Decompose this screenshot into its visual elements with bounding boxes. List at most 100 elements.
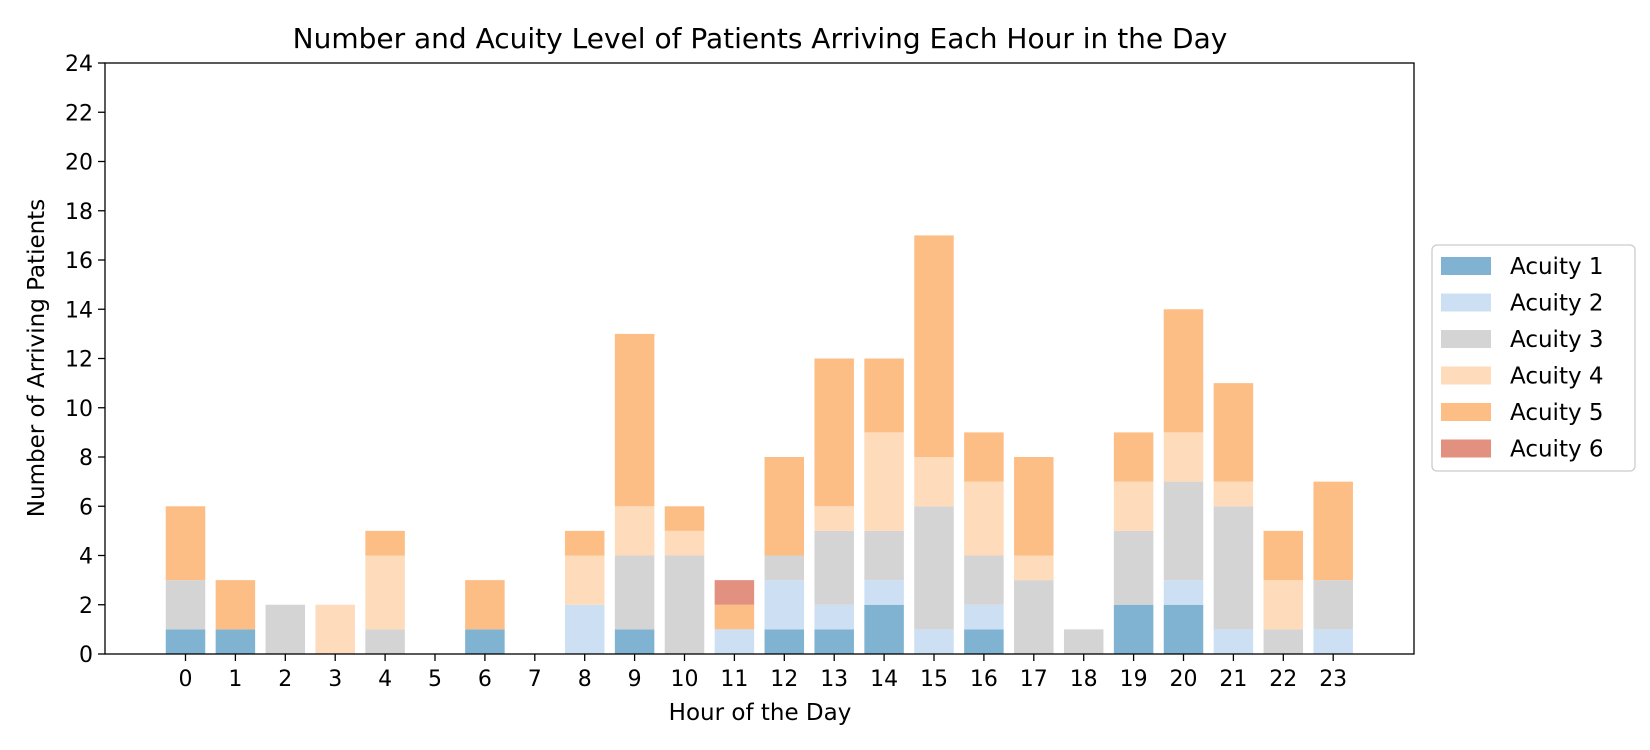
legend-label-acuity-2: Acuity 2 (1510, 291, 1604, 317)
bar-hour-0-acuity-3 (165, 580, 206, 630)
bar-hour-14-acuity-4 (864, 432, 904, 531)
x-tick-label: 21 (1219, 667, 1247, 692)
legend-swatch-acuity-6 (1441, 439, 1491, 458)
x-tick-label: 19 (1120, 667, 1148, 692)
y-tick-label: 18 (65, 200, 93, 225)
bar-hour-17-acuity-4 (1014, 555, 1054, 581)
bar-hour-20-acuity-4 (1163, 432, 1204, 482)
bar-hour-9-acuity-4 (614, 506, 655, 556)
legend-label-acuity-3: Acuity 3 (1510, 327, 1604, 353)
bar-hour-21-acuity-5 (1213, 383, 1254, 482)
x-tick-label: 14 (870, 667, 898, 692)
bar-hour-19-acuity-3 (1113, 530, 1154, 605)
x-tick-label: 12 (770, 667, 798, 692)
bar-hour-20-acuity-2 (1163, 580, 1204, 605)
bar-hour-16-acuity-2 (964, 604, 1004, 630)
x-tick-label: 15 (920, 667, 948, 692)
bar-hour-4-acuity-4 (365, 555, 405, 630)
bar-hour-4-acuity-5 (365, 530, 405, 556)
bar-hour-15-acuity-2 (914, 629, 954, 655)
bar-hour-23-acuity-5 (1313, 481, 1353, 581)
y-tick-label: 24 (65, 52, 93, 77)
bar-hour-16-acuity-1 (964, 629, 1004, 655)
y-tick-label: 22 (65, 101, 93, 126)
y-tick-label: 20 (65, 151, 93, 176)
bar-hour-20-acuity-3 (1163, 481, 1204, 581)
bar-hour-15-acuity-5 (914, 235, 954, 458)
bar-hour-17-acuity-3 (1014, 580, 1054, 655)
legend-swatch-acuity-1 (1441, 257, 1491, 275)
bar-hour-11-acuity-5 (714, 604, 755, 630)
bar-hour-15-acuity-4 (914, 457, 954, 507)
bar-hour-13-acuity-1 (814, 629, 854, 655)
bar-hour-19-acuity-1 (1113, 604, 1154, 654)
y-tick-label: 10 (65, 397, 93, 422)
bar-hour-21-acuity-3 (1213, 506, 1254, 630)
x-tick-label: 0 (179, 667, 193, 692)
bar-hour-22-acuity-3 (1263, 629, 1304, 655)
bar-hour-21-acuity-2 (1213, 629, 1254, 655)
bar-hour-16-acuity-5 (964, 432, 1004, 482)
bar-hour-8-acuity-5 (564, 530, 605, 556)
x-tick-label: 1 (228, 667, 242, 692)
bar-hour-20-acuity-1 (1163, 604, 1204, 654)
legend: Acuity 1 Acuity 2 Acuity 3 Acuity 4 Acuity 5… (1431, 244, 1636, 472)
x-tick-label: 20 (1170, 667, 1198, 692)
bar-hour-15-acuity-3 (914, 506, 954, 630)
bar-hour-1-acuity-5 (215, 580, 256, 630)
x-tick-label: 23 (1319, 667, 1347, 692)
y-tick-label: 16 (65, 249, 93, 274)
x-axis-label: Hour of the Day (669, 700, 852, 726)
bar-hour-9-acuity-1 (614, 629, 655, 655)
x-tick-label: 2 (278, 667, 292, 692)
bar-hour-22-acuity-4 (1263, 580, 1304, 630)
bar-hour-16-acuity-4 (964, 481, 1004, 556)
legend-swatch-acuity-3 (1441, 330, 1491, 348)
y-tick-label: 4 (79, 545, 93, 570)
bar-hour-12-acuity-5 (764, 457, 805, 556)
y-axis-label: Number of Arriving Patients (24, 199, 50, 517)
bar-hour-11-acuity-2 (714, 629, 755, 655)
bar-hour-0-acuity-1 (165, 629, 206, 655)
legend-label-acuity-5: Acuity 5 (1510, 400, 1604, 426)
bar-hour-9-acuity-5 (614, 333, 655, 507)
bar-hour-13-acuity-4 (814, 506, 854, 531)
bar-hour-23-acuity-2 (1313, 629, 1353, 655)
y-tick-label: 0 (79, 643, 93, 668)
bar-hour-13-acuity-3 (814, 530, 854, 605)
bar-hour-22-acuity-5 (1263, 530, 1304, 581)
bars-layer (165, 235, 1353, 655)
bar-hour-4-acuity-3 (365, 629, 405, 655)
bar-hour-8-acuity-4 (564, 555, 605, 605)
bar-hour-9-acuity-3 (614, 555, 655, 630)
x-tick-label: 17 (1020, 667, 1048, 692)
bar-hour-14-acuity-5 (864, 358, 904, 433)
bar-hour-17-acuity-5 (1014, 457, 1054, 556)
bar-hour-21-acuity-4 (1213, 481, 1254, 507)
x-tick-label: 16 (970, 667, 998, 692)
bar-hour-12-acuity-1 (764, 629, 805, 655)
bar-hour-10-acuity-5 (664, 506, 705, 531)
bar-hour-10-acuity-4 (664, 530, 705, 556)
x-tick-label: 3 (328, 667, 342, 692)
bar-hour-6-acuity-1 (465, 629, 505, 655)
bar-hour-2-acuity-3 (265, 604, 306, 654)
bar-hour-23-acuity-3 (1313, 580, 1353, 630)
y-tick-label: 2 (79, 594, 93, 619)
y-tick-label: 14 (65, 298, 93, 323)
bar-hour-13-acuity-5 (814, 358, 854, 507)
bar-hour-14-acuity-3 (864, 530, 904, 581)
x-tick-label: 22 (1269, 667, 1297, 692)
chart-title: Number and Acuity Level of Patients Arri… (293, 22, 1228, 55)
y-tick-label: 12 (65, 348, 93, 373)
x-tick-label: 13 (820, 667, 848, 692)
legend-swatch-acuity-5 (1441, 403, 1491, 421)
bar-hour-14-acuity-1 (864, 604, 904, 654)
x-tick-label: 18 (1070, 667, 1098, 692)
bar-hour-13-acuity-2 (814, 604, 854, 630)
x-axis: 0 1 2 3 4 5 6 7 8 9 10 11 12 13 14 15 16 17 18 19 20 21 22 23 (179, 654, 1347, 692)
y-tick-label: 8 (79, 446, 93, 471)
bar-hour-12-acuity-2 (764, 580, 805, 630)
